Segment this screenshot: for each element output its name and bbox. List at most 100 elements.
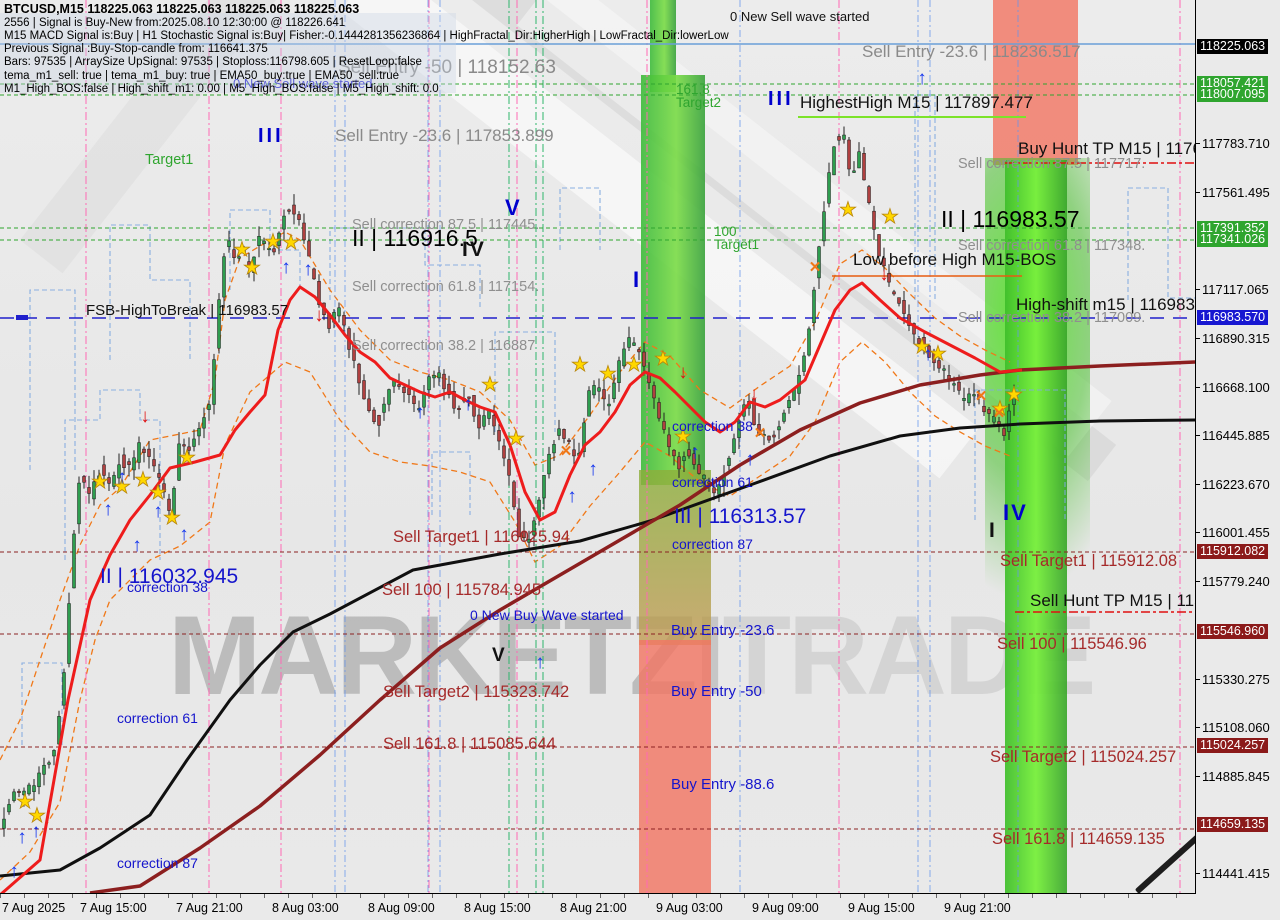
candle-bullish: [842, 134, 846, 140]
buy-arrow-icon: ↑: [179, 524, 189, 545]
star-signal-icon: ★: [149, 482, 167, 504]
price-axis-label: 116890.315: [1202, 331, 1270, 346]
candle-bullish: [172, 488, 176, 515]
price-axis-label: 117783.710: [1202, 136, 1270, 151]
candle-bearish: [232, 249, 236, 258]
candle-bullish: [852, 170, 856, 173]
price-level-badge: 118007.095: [1197, 87, 1269, 102]
candle-bearish: [502, 445, 506, 459]
candle-bullish: [202, 417, 206, 429]
price-axis-label: 115108.060: [1202, 720, 1270, 735]
candle-bullish: [212, 359, 216, 405]
fractal-channel: [1127, 187, 1195, 300]
candle-bearish: [767, 435, 771, 441]
price-axis-tick: [1196, 532, 1200, 533]
candle-bearish: [672, 449, 676, 457]
candle-bullish: [612, 382, 616, 399]
star-signal-icon: ★: [16, 791, 34, 813]
price-axis-tick: [1196, 727, 1200, 728]
time-axis[interactable]: 7 Aug 2025 7 Aug 15:00 7 Aug 21:00 8 Aug 03…: [0, 893, 1196, 920]
buy-arrow-icon: ↑: [535, 652, 545, 673]
price-level-badge: 117341.026: [1197, 232, 1269, 247]
candle-bullish: [277, 232, 281, 246]
candle-bullish: [732, 438, 736, 454]
candle-bearish: [317, 281, 321, 305]
time-axis-label: 8 Aug 03:00: [272, 901, 339, 915]
candle-bullish: [632, 342, 636, 346]
ma_fast-line: [0, 281, 1023, 893]
price-axis-tick: [1196, 873, 1200, 874]
star-signal-icon: ★: [839, 199, 857, 221]
previous-signal-line: Previous Signal :Buy-Stop-candle from: 1…: [4, 43, 268, 56]
candle-bullish: [727, 457, 731, 466]
candle-bullish: [282, 215, 286, 230]
candle-bearish: [562, 429, 566, 439]
candle-bullish: [952, 383, 956, 386]
buy-arrow-icon: ↑: [117, 467, 127, 488]
candle-bullish: [607, 403, 611, 407]
time-axis-label: 9 Aug 09:00: [752, 901, 819, 915]
sell-arrow-icon: ↓: [879, 264, 889, 285]
price-axis-tick: [1196, 143, 1200, 144]
buy-arrow-icon: ↑: [567, 486, 577, 507]
candle-bearish: [372, 409, 376, 422]
candle-bearish: [522, 531, 526, 538]
sell-arrow-icon: ↓: [749, 384, 759, 405]
expert-comment-header: BTCUSD,M15 118225.063 118225.063 118225.…: [4, 2, 729, 96]
candle-bullish: [257, 236, 261, 246]
star-signal-icon: ★: [163, 507, 181, 529]
candle-bearish: [142, 448, 146, 453]
candle-bearish: [342, 315, 346, 326]
candle-bearish: [477, 414, 481, 429]
fsb-tick: [16, 315, 28, 320]
candle-bearish: [902, 300, 906, 314]
buy-arrow-icon: ↑: [9, 861, 19, 882]
candle-bearish: [157, 473, 161, 478]
candle-bearish: [107, 477, 111, 484]
candle-bearish: [242, 250, 246, 253]
candle-bearish: [152, 459, 156, 467]
price-axis-label: 117561.495: [1202, 185, 1270, 200]
candle-bearish: [307, 240, 311, 257]
candle-bearish: [892, 291, 896, 295]
price-axis-tick: [1196, 387, 1200, 388]
candle-bullish: [807, 328, 811, 356]
candle-bearish: [897, 297, 901, 304]
candle-bullish: [112, 475, 116, 487]
candle-bullish: [222, 256, 226, 298]
ma_slow-line: [89, 360, 1195, 893]
price-plot-svg: ★★★ ★ ★★★★★★★ ★★★★ ★ ★ ★★★ ★★★★★↑↑ ↑↑↑↑↑↑↑ ↑↑ ↑↑↑↑…: [0, 0, 1195, 893]
price-axis-label: 117117.065: [1202, 282, 1269, 297]
price-axis-label: 116445.885: [1202, 428, 1270, 443]
candle-bullish: [942, 368, 946, 371]
candle-bullish: [192, 438, 196, 447]
candle-bullish: [337, 307, 341, 317]
price-axis[interactable]: 118225.063 118057.421 118007.095 117783.710…: [1196, 0, 1280, 920]
star-signal-icon: ★: [599, 363, 617, 385]
candle-bearish: [122, 454, 126, 468]
star-signal-icon: ★: [178, 447, 196, 469]
candle-bullish: [822, 211, 826, 242]
candle-bearish: [572, 449, 576, 457]
star-signal-icon: ★: [654, 348, 672, 370]
x-mark-icon: ✕: [993, 405, 1006, 422]
chart-canvas[interactable]: MARKETZITRADE ★ ★ ★ ★ ★ ★ ★ ★ ★ ★ ★ ★ ★ ★ ★ ★ ★ ★ ★ ★ ★ ★ ★ ★ ★ ↑…: [0, 0, 1196, 893]
candle-bearish: [877, 234, 881, 257]
candle-bearish: [567, 439, 571, 442]
candle-bullish: [812, 289, 816, 324]
candle-bearish: [397, 384, 401, 387]
candle-bullish: [482, 415, 486, 427]
candle-bullish: [617, 360, 621, 383]
candle-bearish: [442, 373, 446, 390]
candle-bearish: [182, 444, 186, 447]
buy-arrow-icon: ↑: [690, 442, 700, 463]
tema-ema-line: tema_m1_sell: true | tema_m1_buy: true |…: [4, 69, 400, 82]
candle-bullish: [967, 393, 971, 404]
fractal-channel: [431, 451, 471, 515]
price-axis-tick: [1196, 679, 1200, 680]
candle-bearish: [652, 385, 656, 399]
candle-bullish: [47, 762, 51, 765]
candle-bullish: [197, 428, 201, 437]
x-mark-icon: ✕: [560, 443, 573, 460]
buy-arrow-icon: ↑: [923, 344, 933, 365]
